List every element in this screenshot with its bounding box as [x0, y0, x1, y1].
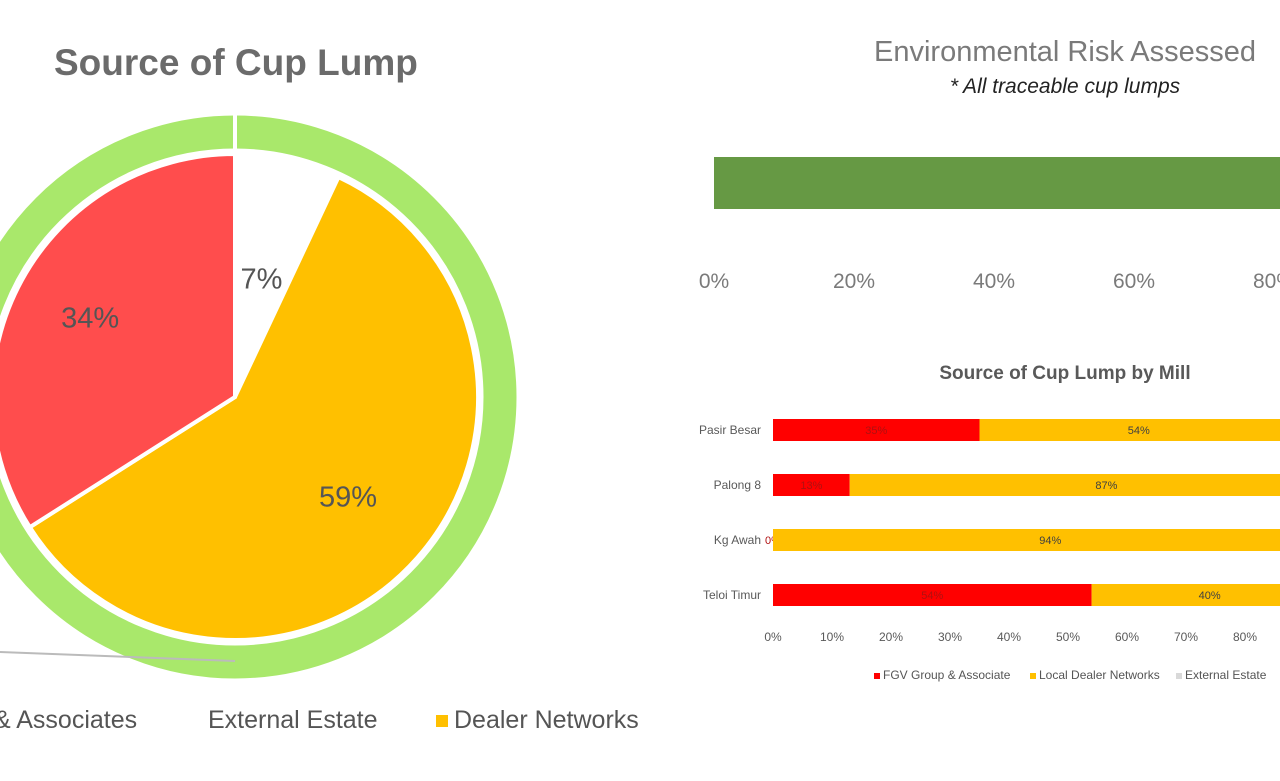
pie-label-dealer-networks: 59% — [319, 482, 377, 514]
mill-xtick-label: 50% — [1056, 630, 1080, 644]
legend-label-fgv: & Associates — [0, 706, 138, 734]
pie-slice-external-estate — [233, 151, 342, 398]
mill-legend-swatch-fgv — [874, 672, 880, 679]
mill-legend-item-fgv: FGV Group & Associate — [874, 668, 1010, 682]
env-xtick-label: 0% — [699, 270, 729, 293]
mill-legend-label-dealer: Local Dealer Networks — [1039, 668, 1160, 682]
pie-slice-fgv — [0, 151, 237, 530]
mill-xtick-label: 0% — [764, 630, 782, 644]
mill-xtick-label: 10% — [820, 630, 844, 644]
mill-data-label: 35% — [865, 425, 887, 437]
mill-xtick-label: 40% — [997, 630, 1021, 644]
mill-category-label: Palong 8 — [714, 478, 762, 492]
mill-legend-item-dealer: Local Dealer Networks — [1030, 668, 1160, 682]
mill-category-label: Teloi Timur — [703, 588, 761, 602]
mill-legend-label-fgv: FGV Group & Associate — [883, 668, 1011, 682]
mill-legend-swatch-dealer — [1030, 672, 1036, 679]
mill-xtick-label: 60% — [1115, 630, 1139, 644]
env-xtick-label: 20% — [833, 270, 875, 293]
env-risk-title: Environmental Risk Assessed — [874, 36, 1256, 68]
legend-swatch-external-estate — [190, 715, 202, 728]
legend-label-dealer-networks: Dealer Networks — [454, 706, 639, 734]
mill-bar-fgv — [773, 474, 850, 496]
env-xtick-label: 60% — [1113, 270, 1155, 293]
mill-bar-dealer — [1091, 584, 1280, 606]
mill-data-label: 87% — [1095, 480, 1117, 492]
env-bar — [714, 157, 1280, 209]
mill-bar-dealer — [849, 474, 1280, 496]
pie-label-fgv: 34% — [61, 302, 119, 334]
mill-data-label: 94% — [1039, 535, 1061, 547]
mill-data-label: 54% — [1128, 425, 1150, 437]
mill-xtick-label: 30% — [938, 630, 962, 644]
legend-label-external-estate: External Estate — [208, 706, 378, 734]
legend-swatch-dealer-networks — [436, 715, 448, 728]
mill-bar-fgv — [773, 419, 980, 441]
pie-chart-title: Source of Cup Lump — [54, 42, 418, 83]
mill-category-label: Kg Awah — [714, 533, 761, 547]
mill-chart-title: Source of Cup Lump by Mill — [939, 363, 1191, 384]
pie-slice-dealer-networks — [27, 174, 480, 642]
mill-data-label: 40% — [1199, 590, 1221, 602]
legend-item-fgv: & Associates — [0, 706, 137, 735]
pie-leader-line — [0, 651, 236, 662]
legend-item-dealer-networks: Dealer Networks — [436, 706, 639, 735]
mill-bar-dealer — [773, 529, 1280, 551]
pie-label-external-estate: 7% — [241, 263, 283, 295]
legend-item-external-estate: External Estate — [190, 706, 378, 735]
mill-xtick-label: 20% — [879, 630, 903, 644]
mill-data-label: 54% — [921, 590, 943, 602]
env-risk-subtitle: * All traceable cup lumps — [949, 75, 1181, 98]
env-xtick-label: 80% — [1253, 270, 1280, 293]
env-xtick-label: 40% — [973, 270, 1015, 293]
mill-legend-label-external: External Estate — [1185, 668, 1267, 682]
mill-xtick-label: 70% — [1174, 630, 1198, 644]
mill-bar-fgv — [773, 584, 1092, 606]
mill-category-label: Pasir Besar — [699, 423, 761, 437]
mill-xtick-label: 80% — [1233, 630, 1257, 644]
mill-legend-item-external: External Estate — [1176, 668, 1266, 682]
mill-data-label: 13% — [800, 480, 822, 492]
mill-legend-swatch-external — [1176, 672, 1182, 679]
mill-bar-dealer — [979, 419, 1280, 441]
